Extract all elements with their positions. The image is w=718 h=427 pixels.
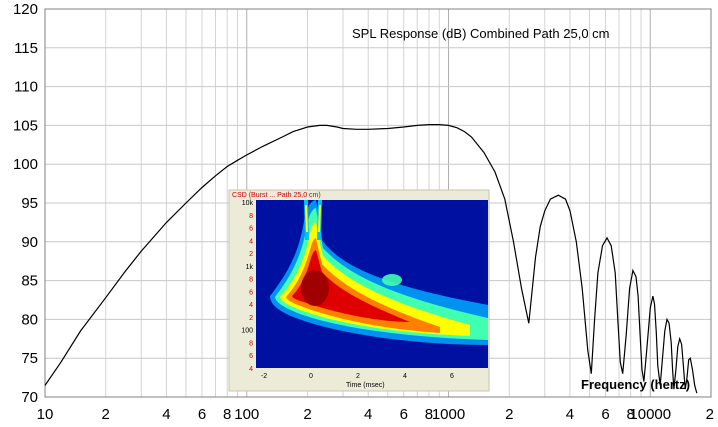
heat-blob xyxy=(382,274,402,286)
inset-x-label: Time (msec) xyxy=(346,382,385,389)
heat-spike-right-core xyxy=(318,205,321,232)
heat-orange xyxy=(286,238,440,333)
spl-series-line xyxy=(44,124,698,394)
y-tick-label: 75 xyxy=(21,350,38,367)
inset-y-tick-label: 6 xyxy=(249,289,253,296)
inset-heatmap xyxy=(270,200,488,345)
heat-spike-left-core xyxy=(305,205,308,232)
x-tick-label: 2 xyxy=(706,406,714,423)
y-axis-ticks: 70 75 80 85 90 95 100 105 110 115 120 xyxy=(13,1,38,406)
y-tick-label: 70 xyxy=(21,389,38,406)
inset-y-tick-label: 4 xyxy=(249,366,253,373)
inset-y-tick-label: 2 xyxy=(249,315,253,322)
inset-y-tick-label: 8 xyxy=(249,213,253,220)
x-tick-label: 2 xyxy=(303,406,311,423)
x-tick-label: 10 xyxy=(37,406,54,423)
inset-title: CSD (Burst ... Path 25,0 cm) xyxy=(232,192,321,199)
inset-y-tick-label: 2 xyxy=(249,251,253,258)
inset-x-tick-label: 6 xyxy=(450,373,454,380)
inset-x-ticks: -2 0 2 4 6 xyxy=(261,373,454,380)
inset-y-tick-label: 4 xyxy=(249,238,253,245)
y-tick-label: 95 xyxy=(21,195,38,212)
y-tick-label: 120 xyxy=(13,1,38,18)
y-tick-label: 85 xyxy=(21,273,38,290)
inset-x-tick-label: 2 xyxy=(356,373,360,380)
inset-y-tick-label: 6 xyxy=(249,353,253,360)
y-tick-label: 105 xyxy=(13,117,38,134)
inset-y-tick-label: 8 xyxy=(249,277,253,284)
chart-title: SPL Response (dB) Combined Path 25,0 cm xyxy=(352,26,610,41)
inset-x-tick-label: 4 xyxy=(403,373,407,380)
inset-y-tick-label: 100 xyxy=(241,328,253,335)
x-tick-label: 4 xyxy=(364,406,372,423)
x-tick-label: 4 xyxy=(566,406,574,423)
inset-y-tick-label: 4 xyxy=(249,302,253,309)
heat-red xyxy=(292,250,410,322)
x-axis-label: Frequency (hertz) xyxy=(581,377,690,392)
x-tick-label: 8 xyxy=(627,406,635,423)
x-tick-label: 4 xyxy=(162,406,170,423)
x-tick-label: 6 xyxy=(198,406,206,423)
x-tick-label: 100 xyxy=(234,406,259,423)
inset-x-tick-label: -2 xyxy=(261,373,267,380)
y-tick-label: 80 xyxy=(21,311,38,328)
x-tick-label: 6 xyxy=(601,406,609,423)
x-tick-label: 1000 xyxy=(432,406,465,423)
y-tick-label: 90 xyxy=(21,234,38,251)
x-tick-label: 8 xyxy=(425,406,433,423)
x-tick-label: 8 xyxy=(223,406,231,423)
x-tick-label: 6 xyxy=(400,406,408,423)
inset-y-tick-label: 10k xyxy=(242,200,254,207)
x-tick-label: 2 xyxy=(102,406,110,423)
y-tick-label: 110 xyxy=(14,79,38,96)
y-tick-label: 115 xyxy=(14,40,38,57)
csd-inset: CSD (Burst ... Path 25,0 cm) 10k 8 6 4 2 1k 8 6… xyxy=(228,189,490,392)
inset-y-tick-label: 6 xyxy=(249,226,253,233)
heat-peak xyxy=(301,270,329,306)
y-tick-label: 100 xyxy=(13,156,38,173)
plot-frame xyxy=(44,8,712,398)
inset-y-tick-label: 1k xyxy=(246,264,254,271)
x-tick-label: 10000 xyxy=(629,406,671,423)
inset-x-tick-label: 0 xyxy=(309,373,313,380)
x-tick-label: 2 xyxy=(505,406,513,423)
inset-y-tick-label: 8 xyxy=(249,340,253,347)
inset-y-ticks: 10k 8 6 4 2 1k 8 6 4 2 100 8 6 4 xyxy=(241,200,253,373)
